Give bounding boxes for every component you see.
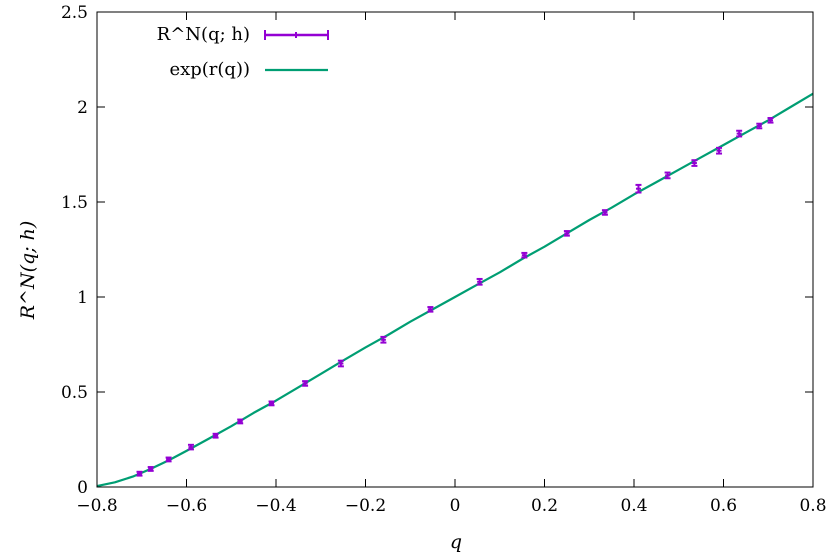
x-tick-label: 0.6 bbox=[710, 496, 737, 516]
axes: −0.8 −0.6 −0.4 −0.2 0 0.2 0.4 0.6 0.8 0 0.5 1 1.5 2 2.… bbox=[61, 3, 827, 516]
data-point bbox=[268, 400, 275, 407]
plot-area bbox=[96, 92, 814, 488]
plot-frame bbox=[96, 11, 814, 488]
data-point bbox=[521, 251, 528, 259]
y-axis-title: R^N(q; h) bbox=[17, 221, 39, 321]
data-point bbox=[756, 122, 763, 130]
x-tick-label: 0 bbox=[450, 496, 461, 516]
data-point bbox=[635, 183, 642, 194]
data-point bbox=[147, 466, 154, 472]
x-tick-label: 0.8 bbox=[799, 496, 826, 516]
x-tick-label: −0.4 bbox=[255, 496, 296, 516]
series-line-exp-r bbox=[96, 92, 814, 488]
legend-label-exp: exp(r(q)) bbox=[169, 59, 250, 80]
data-point bbox=[165, 456, 172, 463]
data-point bbox=[212, 432, 219, 439]
x-tick-label: −0.8 bbox=[76, 496, 117, 516]
data-point bbox=[716, 146, 723, 155]
data-point bbox=[380, 335, 387, 344]
data-point bbox=[237, 418, 244, 425]
data-point bbox=[767, 117, 774, 124]
y-tick-label: 2.5 bbox=[61, 3, 88, 23]
data-point bbox=[601, 209, 608, 216]
y-tick-label: 0 bbox=[77, 478, 88, 498]
x-tick-label: −0.2 bbox=[345, 496, 386, 516]
legend: R^N(q; h) exp(r(q)) bbox=[157, 24, 329, 80]
x-axis-title: q bbox=[450, 531, 462, 553]
data-point bbox=[691, 159, 698, 167]
y-tick-label: 2 bbox=[77, 98, 88, 118]
data-point bbox=[337, 359, 344, 368]
x-tick-label: −0.6 bbox=[166, 496, 207, 516]
data-point bbox=[136, 470, 143, 477]
y-tick-label: 0.5 bbox=[61, 383, 88, 403]
x-tick-label: 0.2 bbox=[531, 496, 558, 516]
y-tick-label: 1 bbox=[77, 288, 88, 308]
data-point bbox=[302, 380, 309, 387]
legend-label-rn: R^N(q; h) bbox=[157, 24, 250, 45]
data-point bbox=[563, 230, 570, 237]
y-tick-label: 1.5 bbox=[61, 193, 88, 213]
data-point bbox=[664, 171, 671, 180]
data-point bbox=[476, 277, 483, 286]
data-point bbox=[187, 443, 194, 451]
x-tick-label: 0.4 bbox=[620, 496, 647, 516]
data-point bbox=[736, 129, 743, 138]
data-point bbox=[427, 306, 434, 313]
